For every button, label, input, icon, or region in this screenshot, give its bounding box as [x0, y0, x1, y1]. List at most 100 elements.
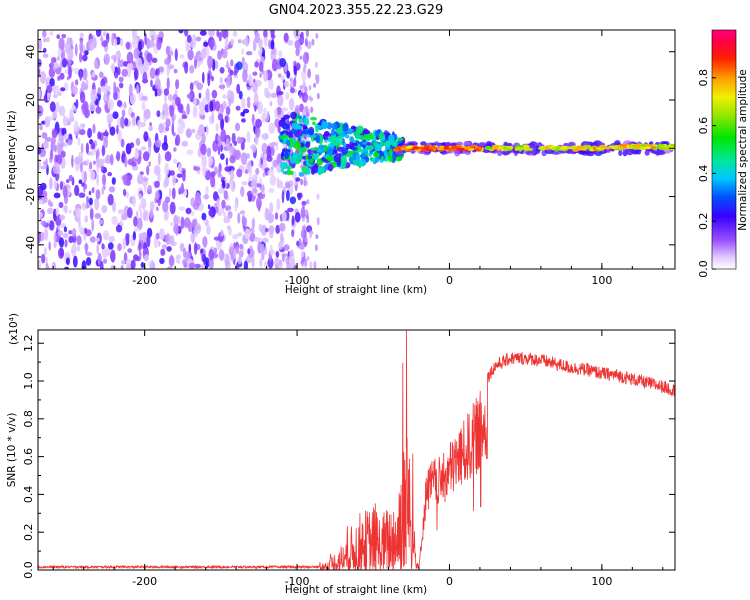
heatmap-cell: [191, 211, 195, 217]
heatmap-cell: [650, 146, 656, 150]
heatmap-cell: [117, 129, 122, 142]
snr-ticks: -200 -100 0 100 0.0 0.2 0.4 0.6 0.8 1.0 1.2: [22, 330, 675, 588]
heatmap-cell: [120, 265, 124, 269]
heatmap-cell: [148, 137, 152, 150]
heatmap-cell: [269, 175, 277, 186]
heatmap-cell: [428, 145, 437, 150]
heatmap-cell: [307, 149, 312, 153]
heatmap-cell: [159, 228, 165, 241]
heatmap-cell: [230, 38, 235, 46]
snr-y-tick-label: 0.4: [22, 486, 35, 504]
heatmap-cell: [125, 259, 133, 265]
heatmap-cell: [225, 205, 232, 211]
heatmap-cell: [220, 144, 223, 152]
heatmap-cell: [195, 223, 202, 234]
heatmap-cell: [182, 169, 186, 182]
colorbar-tick-label: 0.6: [697, 117, 710, 135]
heatmap-cell: [224, 115, 229, 123]
heatmap-cell: [626, 145, 630, 150]
heatmap-cell: [121, 109, 126, 117]
heatmap-cell: [55, 207, 60, 217]
heatmap-cell: [71, 228, 77, 237]
heatmap-cell: [294, 88, 298, 93]
heatmap-cell: [280, 151, 285, 157]
heatmap-cell: [85, 142, 89, 154]
heatmap-cell: [469, 145, 474, 149]
heatmap-cell: [306, 199, 310, 205]
heatmap-cell: [291, 229, 295, 238]
heatmap-cell: [175, 79, 180, 90]
heatmap-cell: [147, 184, 152, 194]
heatmap-cell: [173, 147, 177, 152]
heatmap-cell: [304, 258, 308, 268]
heatmap-cell: [57, 91, 62, 97]
heatmap-cell: [149, 208, 154, 219]
heatmap-cell: [102, 246, 108, 259]
heatmap-cell: [49, 177, 53, 190]
heatmap-cell: [239, 243, 243, 250]
heatmap-cell: [283, 244, 290, 251]
heatmap-cell: [217, 145, 221, 156]
heatmap-cell: [155, 139, 162, 148]
heatmap-cell: [234, 201, 238, 213]
heatmap-cell: [131, 116, 137, 127]
heatmap-cell: [299, 55, 303, 60]
heatmap-cell: [397, 137, 404, 142]
heatmap-cell: [260, 224, 268, 236]
heatmap-cell: [227, 211, 233, 219]
heatmap-cell: [62, 233, 69, 239]
heatmap-cell: [166, 77, 170, 90]
heatmap-cell: [301, 110, 308, 118]
heatmap-cell: [316, 193, 320, 200]
heatmap-cell: [157, 68, 160, 76]
heatmap-cell: [342, 123, 349, 132]
heatmap-cell: [39, 148, 47, 158]
heatmap-cell: [344, 134, 350, 139]
heatmap-cell: [136, 173, 144, 185]
heatmap-cell: [41, 253, 46, 264]
colorbar-tick-label: 0.0: [697, 260, 710, 278]
heatmap-cell: [54, 61, 59, 69]
heatmap-marks: [38, 30, 675, 269]
heatmap-cell: [104, 53, 110, 65]
heatmap-y-tick-label: 0: [24, 145, 37, 152]
heatmap-cell: [96, 173, 99, 186]
heatmap-cell: [289, 255, 296, 269]
heatmap-cell: [175, 96, 181, 107]
heatmap-cell: [252, 81, 258, 94]
heatmap-cell: [153, 31, 156, 39]
heatmap-cell: [180, 216, 185, 229]
heatmap-cell: [209, 100, 214, 112]
heatmap-cell: [262, 237, 269, 244]
heatmap-cell: [102, 31, 107, 37]
heatmap-cell: [388, 134, 395, 143]
heatmap-cell: [362, 129, 371, 135]
heatmap-cell: [454, 149, 460, 157]
heatmap-cell: [174, 48, 178, 61]
heatmap-cell: [71, 104, 76, 111]
heatmap-cell: [110, 153, 114, 166]
heatmap-cell: [183, 189, 188, 197]
heatmap-cell: [64, 141, 68, 148]
heatmap-cell: [74, 184, 80, 197]
heatmap-cell: [49, 220, 55, 231]
heatmap-cell: [209, 40, 215, 48]
heatmap-cell: [187, 221, 193, 233]
heatmap-cell: [321, 157, 326, 162]
heatmap-cell: [295, 129, 304, 137]
heatmap-cell: [171, 187, 176, 200]
heatmap-y-tick-label: -20: [24, 188, 37, 206]
heatmap-cell: [146, 234, 151, 248]
heatmap-x-axis-label: Height of straight line (km): [285, 284, 427, 296]
heatmap-cell: [293, 76, 297, 88]
heatmap-cell: [165, 118, 171, 128]
heatmap-cell: [71, 85, 78, 95]
heatmap-cell: [156, 110, 161, 118]
heatmap-cell: [61, 33, 67, 39]
heatmap-cell: [218, 249, 225, 261]
heatmap-cell: [189, 82, 194, 91]
heatmap-cell: [222, 100, 227, 110]
heatmap-cell: [305, 141, 311, 148]
heatmap-cell: [281, 123, 290, 130]
heatmap-cell: [655, 150, 666, 156]
